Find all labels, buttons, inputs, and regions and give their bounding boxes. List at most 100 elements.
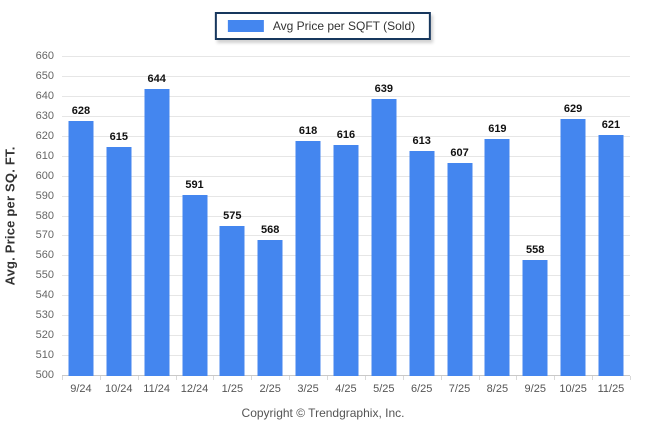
gridline xyxy=(62,115,630,117)
bar-value-label: 591 xyxy=(185,178,204,191)
bar-value-label: 616 xyxy=(336,128,356,141)
y-tick-label: 650 xyxy=(35,69,54,82)
bar-value-label: 618 xyxy=(298,124,318,137)
y-tick-label: 630 xyxy=(35,109,54,122)
bar-value-label: 619 xyxy=(488,122,507,135)
x-axis-tick xyxy=(175,376,177,380)
x-tick-label: 10/24 xyxy=(105,383,133,395)
bar-series: 628 9/24 615 10/24 644 11/24 591 12/24 575 1/25 56… xyxy=(62,57,630,395)
y-tick-label: 560 xyxy=(35,249,54,262)
y-tick-label: 520 xyxy=(35,329,54,342)
x-axis-tick xyxy=(554,376,556,380)
bar-value-label: 613 xyxy=(412,134,431,147)
y-tick-label: 600 xyxy=(35,169,54,182)
bar xyxy=(522,260,548,376)
bar xyxy=(560,118,586,376)
plot-area: 500 510 520 530 540 550 560 570 580 590 600 610 620 6… xyxy=(36,51,631,395)
bar-value-label: 621 xyxy=(601,118,621,131)
bar xyxy=(144,88,170,376)
bar xyxy=(295,140,321,376)
bar-value-label: 607 xyxy=(450,146,469,159)
y-tick-label: 640 xyxy=(35,89,54,102)
x-axis-tick xyxy=(327,376,329,380)
legend: Avg Price per SQFT (Sold) xyxy=(214,12,432,40)
x-tick-label: 9/24 xyxy=(70,383,92,395)
x-axis-tick xyxy=(289,376,291,380)
bar-slot: 629 10/25 xyxy=(554,57,592,395)
x-axis-tick xyxy=(213,376,215,380)
x-tick-label: 11/24 xyxy=(143,383,170,395)
x-tick-label: 10/25 xyxy=(559,383,587,395)
x-tick-label: 1/25 xyxy=(221,383,244,395)
y-tick-label: 510 xyxy=(35,349,54,362)
x-axis-tick xyxy=(364,376,366,380)
y-tick-label: 530 xyxy=(35,309,54,322)
bar-slot: 628 9/24 xyxy=(62,57,100,395)
x-tick-label: 7/25 xyxy=(448,383,471,395)
y-tick-label: 620 xyxy=(35,129,54,142)
bar xyxy=(409,150,435,376)
bar-slot: 568 2/25 xyxy=(251,57,289,395)
bar-value-label: 628 xyxy=(71,104,91,117)
y-tick-label: 580 xyxy=(35,209,54,222)
bar xyxy=(106,146,132,376)
x-axis-tick xyxy=(251,376,253,380)
bar-slot: 558 9/25 xyxy=(516,57,554,395)
x-tick-label: 3/25 xyxy=(297,383,319,395)
x-tick-label: 2/25 xyxy=(259,383,281,395)
bar xyxy=(598,134,624,376)
x-tick-label: 4/25 xyxy=(335,383,357,395)
bar-slot: 618 3/25 xyxy=(289,57,327,395)
x-axis-tick xyxy=(62,376,63,380)
gridline xyxy=(62,56,630,57)
bar-slot: 615 10/24 xyxy=(100,57,138,395)
y-tick-label: 540 xyxy=(35,289,54,302)
x-tick-label: 12/24 xyxy=(180,383,209,395)
bar-slot: 607 7/25 xyxy=(441,57,479,395)
bar-value-label: 644 xyxy=(147,72,166,85)
bar-slot: 644 11/24 xyxy=(138,57,176,395)
copyright-text: Copyright © Trendgraphix, Inc. xyxy=(241,406,405,420)
x-axis-tick xyxy=(592,376,594,380)
bar-slot: 639 5/25 xyxy=(365,57,403,395)
x-tick-label: 5/25 xyxy=(373,383,395,395)
bar xyxy=(219,226,245,376)
x-axis-tick xyxy=(516,376,518,380)
bar-value-label: 639 xyxy=(374,82,393,95)
x-tick-label: 9/25 xyxy=(524,383,546,395)
y-tick-label: 660 xyxy=(35,50,54,62)
bar xyxy=(447,162,473,376)
x-tick-label: 11/25 xyxy=(597,383,625,395)
bar-slot: 619 8/25 xyxy=(478,57,516,395)
bar-slot: 575 1/25 xyxy=(213,57,251,395)
y-tick-label: 550 xyxy=(35,269,54,282)
bar xyxy=(182,194,207,376)
bar-value-label: 629 xyxy=(563,102,583,115)
bar xyxy=(371,98,397,376)
x-axis-tick xyxy=(99,376,101,380)
bar-value-label: 615 xyxy=(109,130,128,143)
x-axis-tick xyxy=(137,376,139,380)
y-tick-label: 610 xyxy=(35,149,54,162)
legend-label: Avg Price per SQFT (Sold) xyxy=(272,19,416,33)
bar-slot: 613 6/25 xyxy=(403,57,441,395)
x-axis-tick xyxy=(402,376,404,380)
gridline xyxy=(62,75,630,77)
bar-value-label: 558 xyxy=(526,244,545,257)
bar-value-label: 575 xyxy=(223,210,242,223)
bar-slot: 616 4/25 xyxy=(327,57,365,395)
y-tick-label: 570 xyxy=(35,229,54,242)
x-tick-label: 6/25 xyxy=(410,383,433,395)
bar-slot: 621 11/25 xyxy=(592,57,630,395)
bar xyxy=(257,240,283,376)
x-axis-tick xyxy=(440,376,442,380)
gridline xyxy=(62,95,630,97)
bar xyxy=(68,120,94,376)
bar-value-label: 568 xyxy=(261,224,280,237)
y-tick-label: 590 xyxy=(35,189,54,202)
x-tick-label: 8/25 xyxy=(486,383,509,395)
bar-slot: 591 12/24 xyxy=(176,57,214,395)
y-tick-label: 500 xyxy=(35,369,54,381)
bar xyxy=(333,144,359,376)
